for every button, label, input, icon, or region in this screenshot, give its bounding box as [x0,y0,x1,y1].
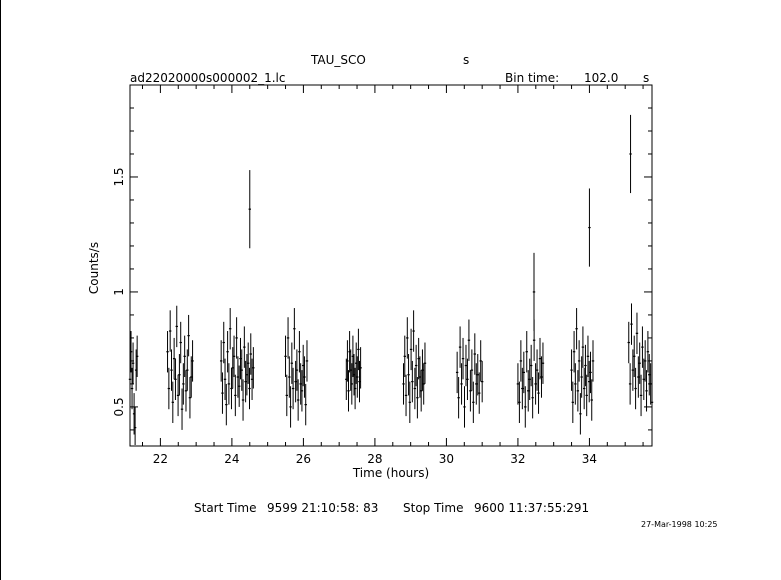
plot-frame [129,84,653,447]
start-time-value: 9599 21:10:58: 83 [267,501,379,515]
x-tick-label: 30 [439,452,454,466]
window-edge [0,0,1,580]
chart-file-name: ad22020000s000002_1.lc [130,71,286,85]
y-tick-label: 1.5 [112,167,126,186]
stop-time-label: Stop Time [403,501,464,515]
x-tick-label: 24 [224,452,239,466]
chart-source-suffix: s [463,53,470,67]
y-tick-label: 0.5 [112,397,126,416]
bin-time-label: Bin time: [505,71,560,85]
y-axis-label: Counts/s [87,242,101,294]
chart-source-name: TAU_SCO [311,53,366,67]
y-tick-label: 1 [112,288,126,296]
x-tick-label: 28 [367,452,382,466]
start-time-label: Start Time [194,501,257,515]
stop-time-value: 9600 11:37:55:291 [474,501,590,515]
chart-axes [129,84,653,447]
x-tick-label: 34 [582,452,597,466]
x-axis-label: Time (hours) [352,466,429,480]
chart-marks [128,114,654,445]
x-tick-label: 22 [153,452,168,466]
x-tick-label: 26 [296,452,311,466]
bin-time-unit: s [643,71,650,85]
plot-timestamp: 27-Mar-1998 10:25 [641,520,718,529]
x-tick-label: 32 [510,452,525,466]
bin-time-value: 102.0 [584,71,619,85]
chart-ticks: 22 24 26 28 30 32 34 0.5 1 1.5 [112,84,652,466]
